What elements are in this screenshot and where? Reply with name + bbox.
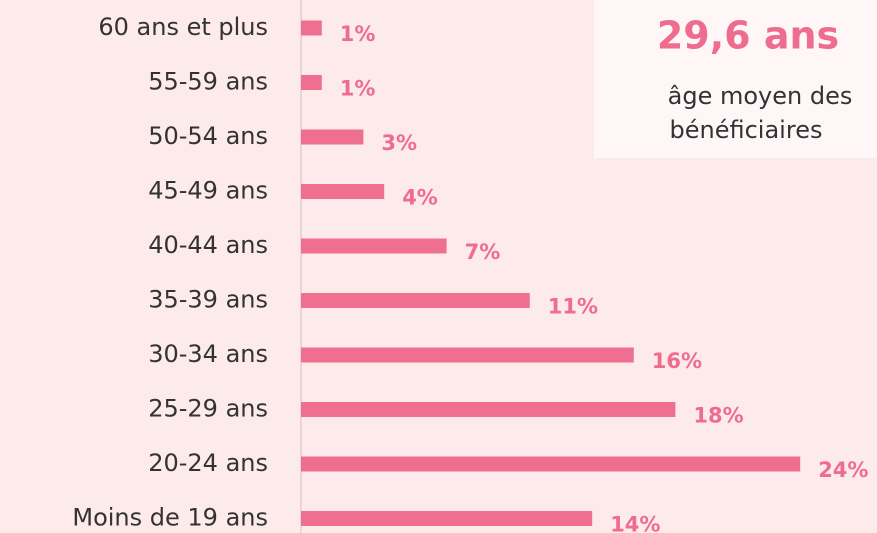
annotation-headline: 29,6 ans	[657, 14, 839, 58]
bar	[301, 293, 530, 308]
value-label: 1%	[340, 22, 376, 46]
category-label: 55-59 ans	[148, 68, 268, 96]
bar	[301, 456, 801, 472]
value-label: 24%	[818, 458, 868, 482]
value-label: 18%	[693, 404, 743, 428]
value-label: 11%	[548, 295, 598, 319]
value-label: 3%	[381, 131, 417, 155]
bar	[301, 184, 385, 199]
annotation-box	[594, 0, 877, 158]
category-label: 30-34 ans	[148, 340, 268, 368]
annotation-text: bénéficiaires	[670, 116, 823, 144]
category-label: Moins de 19 ans	[72, 504, 268, 532]
category-label: 35-39 ans	[148, 286, 268, 314]
bar	[301, 238, 447, 254]
bar	[301, 129, 364, 145]
value-label: 16%	[652, 349, 702, 373]
bar	[301, 511, 593, 526]
category-label: 20-24 ans	[148, 449, 268, 477]
category-label: 45-49 ans	[148, 177, 268, 205]
bar	[301, 75, 322, 90]
value-label: 7%	[465, 240, 501, 264]
value-label: 4%	[402, 186, 438, 210]
value-label: 1%	[340, 77, 376, 101]
category-label: 60 ans et plus	[98, 13, 268, 41]
value-label: 14%	[610, 513, 660, 533]
bar	[301, 402, 676, 417]
category-label: 40-44 ans	[148, 231, 268, 259]
category-label: 25-29 ans	[148, 395, 268, 423]
bar	[301, 20, 322, 36]
bar	[301, 347, 634, 363]
category-label: 50-54 ans	[148, 122, 268, 150]
annotation-text: âge moyen des	[668, 82, 853, 110]
